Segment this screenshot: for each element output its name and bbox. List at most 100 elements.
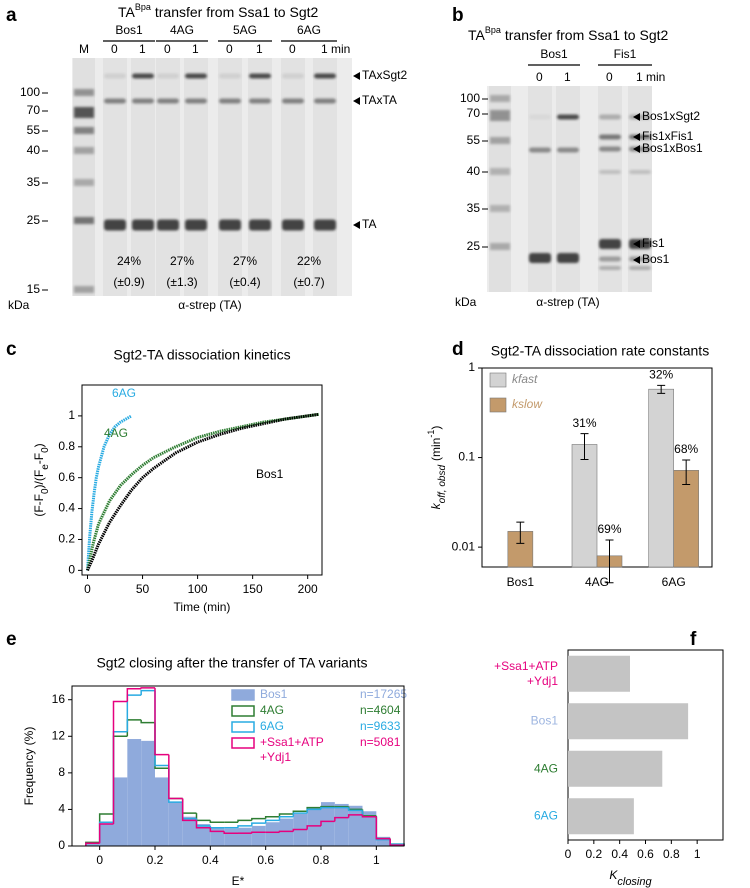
hist-bar <box>210 827 225 846</box>
lane-time: 0 <box>289 42 296 56</box>
band-arrow <box>633 113 640 121</box>
lane <box>184 58 208 296</box>
y-tick-label: 0.6 <box>58 470 75 484</box>
y-tick-label: 0.8 <box>58 439 75 453</box>
category-label: 4AG <box>533 761 558 776</box>
hist-bar <box>224 828 238 846</box>
y-tick-label: 1 <box>468 360 475 374</box>
hist-step <box>85 842 100 846</box>
transfer-error: (±0.7) <box>293 275 324 289</box>
marker-band <box>490 205 510 212</box>
ladder-unit: kDa <box>455 295 477 309</box>
band <box>529 114 551 120</box>
label-close: ) <box>429 426 443 430</box>
hist-step <box>251 817 266 821</box>
band <box>599 266 621 270</box>
band <box>282 98 304 104</box>
y-tick-label: 12 <box>52 728 66 742</box>
y-tick-label: 0 <box>58 838 65 852</box>
hist-step <box>278 830 294 833</box>
legend-count: n=17265 <box>360 687 407 701</box>
band <box>249 219 271 231</box>
hist-step <box>375 815 391 840</box>
ladder-label: 100 <box>460 91 480 105</box>
legend-label: kslow <box>512 397 543 411</box>
x-tick-label: 1 <box>373 853 380 867</box>
hist-step <box>140 719 155 724</box>
hist-step <box>320 806 335 810</box>
lane-time: 0 <box>226 42 233 56</box>
hist-bar <box>85 843 100 846</box>
band <box>219 219 241 231</box>
panel-letter: a <box>6 5 17 26</box>
band-label: Bos1 <box>642 252 670 266</box>
lane-time: 1 min <box>636 70 665 84</box>
hist-bar <box>348 805 363 846</box>
marker-band <box>490 243 510 250</box>
band <box>249 98 271 104</box>
error-bar <box>605 539 614 584</box>
group-label: 5AG <box>233 23 257 37</box>
bar <box>568 798 634 835</box>
title-sup: Bpa <box>485 25 501 35</box>
amplitude-label: 31% <box>572 416 596 430</box>
transfer-percent: 22% <box>297 254 321 268</box>
transfer-error: (±0.9) <box>113 275 144 289</box>
hist-step <box>320 820 335 826</box>
hist-step <box>168 765 183 803</box>
series-label: Bos1 <box>256 467 284 481</box>
x-tick-label: 4AG <box>585 575 609 589</box>
hist-bar <box>113 777 128 846</box>
y-tick-label: 0.1 <box>458 450 475 464</box>
lane <box>281 58 305 296</box>
hist-bar <box>99 823 114 846</box>
legend-count: n=4604 <box>360 703 401 717</box>
y-tick-label: 0 <box>68 563 75 577</box>
x-tick-label: Bos1 <box>507 575 535 589</box>
hist-step <box>278 813 294 817</box>
hist-step <box>181 802 197 820</box>
hist-bar <box>307 807 321 846</box>
hist-bar <box>238 827 252 846</box>
band-label: TAxTA <box>362 93 397 107</box>
plot-frame <box>81 384 323 576</box>
ladder-label: 35 <box>467 201 481 215</box>
marker-band <box>490 137 510 144</box>
ladder-label: 70 <box>27 103 41 117</box>
amplitude-label: 69% <box>597 522 621 536</box>
x-tick-label: 100 <box>188 582 208 596</box>
x-tick-label: 0 <box>96 853 103 867</box>
band-arrow <box>353 72 360 80</box>
hist-step <box>361 814 377 818</box>
label-k: k <box>429 502 443 509</box>
band <box>599 256 621 262</box>
band-label: TA <box>362 217 376 231</box>
ladder-label: 35 <box>27 175 41 189</box>
legend-label: +Ssa1+ATP +Ydj1 <box>260 735 324 764</box>
band <box>157 98 179 104</box>
x-tick-label: 0.6 <box>257 853 274 867</box>
band-arrow <box>353 97 360 105</box>
bar <box>568 703 689 740</box>
band <box>219 98 241 104</box>
label-sub: 0 <box>40 447 51 453</box>
marker-band <box>74 286 94 293</box>
ladder-label: 70 <box>467 106 481 120</box>
panel-letter: b <box>452 5 464 26</box>
x-tick-label: 0.8 <box>663 847 680 861</box>
y-tick-label: 16 <box>52 692 66 706</box>
hist-step <box>389 838 405 846</box>
gel-title: TABpa transfer from Ssa1 to Sgt2 <box>468 25 668 42</box>
hist-step <box>168 768 183 800</box>
lane-time: 1 min <box>321 42 350 56</box>
band-label: TAxSgt2 <box>362 68 407 82</box>
chart-title: Sgt2 closing after the transfer of TA va… <box>96 655 367 671</box>
label-sub: 0 <box>40 488 51 494</box>
band <box>557 253 579 263</box>
band <box>529 253 551 263</box>
hist-bar <box>321 802 335 846</box>
band <box>314 98 336 104</box>
chart-title: Sgt2-TA dissociation kinetics <box>113 347 290 363</box>
title-sup: Bpa <box>135 2 151 12</box>
lane-time: 1 <box>192 42 199 56</box>
